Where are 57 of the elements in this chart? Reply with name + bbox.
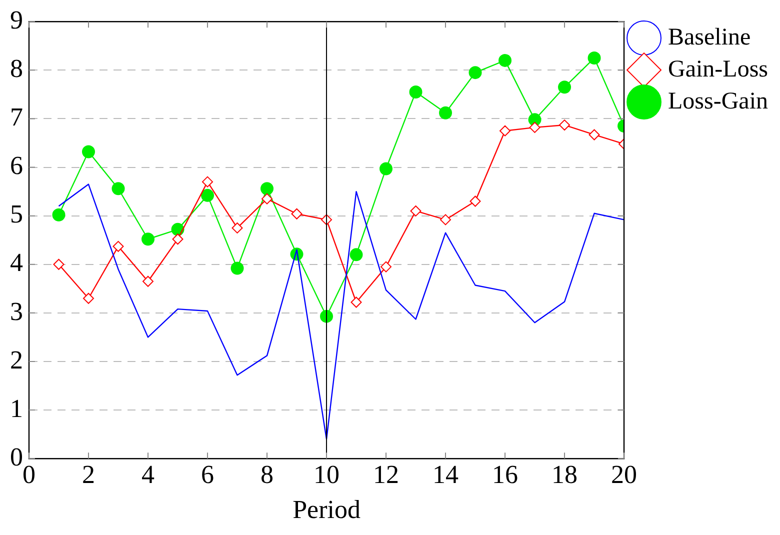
y-tick-label: 2: [10, 345, 23, 374]
point: [82, 145, 95, 158]
point: [53, 258, 64, 270]
point: [83, 292, 94, 304]
point: [232, 222, 243, 234]
x-tick-label: 2: [82, 460, 95, 490]
x-tick-label: 4: [142, 460, 155, 490]
y-tick-label: 8: [10, 54, 23, 83]
x-tick-label: 20: [611, 460, 638, 490]
legend-label: Baseline: [668, 24, 751, 50]
x-tick-label: 8: [260, 460, 274, 490]
point: [112, 182, 125, 196]
y-tick-label: 0: [10, 442, 23, 472]
point: [112, 240, 124, 252]
point: [202, 176, 214, 188]
y-tick-label: 3: [10, 296, 23, 326]
point: [380, 261, 392, 272]
point: [230, 262, 244, 275]
point: [262, 193, 273, 204]
x-axis-title: Period: [292, 495, 360, 524]
point: [350, 296, 362, 308]
point: [588, 129, 600, 140]
point: [260, 182, 274, 196]
point: [440, 214, 452, 226]
point: [380, 162, 393, 176]
x-tick-label: 10: [314, 460, 340, 490]
point: [52, 208, 66, 222]
y-tick-label: 5: [10, 200, 23, 229]
point: [588, 52, 601, 65]
point: [559, 120, 570, 131]
point: [498, 54, 512, 67]
point: [468, 66, 482, 80]
point: [142, 276, 154, 287]
x-tick-label: 18: [552, 460, 578, 490]
point: [500, 125, 511, 136]
legend-label: Loss-Gain: [668, 88, 768, 114]
point: [529, 122, 540, 133]
x-tick-label: 12: [373, 460, 400, 490]
y-tick-label: 4: [10, 248, 23, 278]
x-tick-label: 16: [492, 460, 518, 490]
y-tick-label: 1: [10, 394, 23, 423]
point: [350, 248, 363, 262]
x-tick-label: 14: [432, 460, 459, 490]
legend-label: Gain-Loss: [668, 56, 768, 82]
point: [409, 86, 422, 99]
point: [558, 80, 572, 94]
point: [172, 234, 184, 245]
point: [470, 196, 481, 207]
y-tick-label: 7: [10, 102, 23, 132]
y-tick-label: 6: [10, 151, 23, 180]
point: [439, 106, 452, 120]
point: [201, 188, 214, 202]
point: [142, 232, 155, 246]
point: [410, 205, 422, 216]
point: [291, 208, 302, 220]
x-tick-label: 6: [201, 460, 214, 490]
y-tick-label: 9: [10, 5, 23, 34]
